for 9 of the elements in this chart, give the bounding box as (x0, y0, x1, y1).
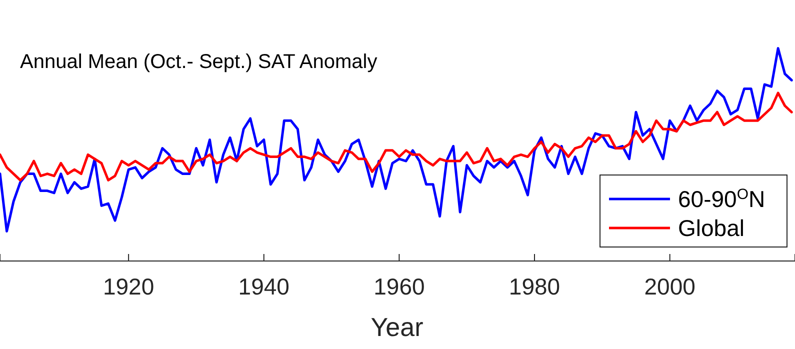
x-tick-label: 1940 (238, 273, 290, 300)
x-tick-label: 1960 (374, 273, 425, 300)
legend-label: Global (678, 215, 744, 241)
chart-title: Annual Mean (Oct.- Sept.) SAT Anomaly (20, 51, 378, 73)
x-tick-label: 2000 (644, 273, 696, 300)
legend-label: 60-90$^{O}$N (678, 186, 766, 212)
x-axis-title: Year (370, 312, 424, 342)
x-tick-label: 1920 (102, 273, 154, 300)
x-tick-label: 1980 (508, 273, 560, 300)
